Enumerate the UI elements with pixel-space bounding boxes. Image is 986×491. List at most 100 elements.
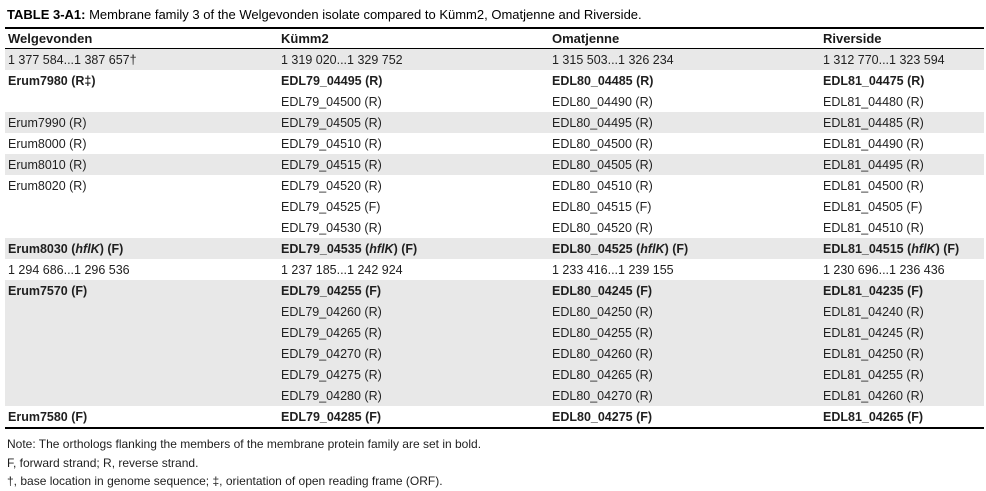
position-range-cell: 1 230 696...1 236 436 — [823, 262, 945, 277]
gene-id-cell — [5, 196, 278, 217]
table-row: Erum7980 (R‡) EDL79_04495 (R) EDL80_0448… — [5, 70, 984, 91]
gene-id-cell: EDL81_04490 (R) — [823, 136, 924, 151]
gene-id-cell: EDL80_04250 (R) — [549, 301, 820, 322]
header-row: Welgevonden Kümm2 Omatjenne Riverside — [5, 29, 984, 49]
table-caption-label: TABLE 3-A1: — [7, 7, 86, 22]
gene-id-cell: EDL81_04250 (R) — [820, 343, 984, 364]
note-line-dagger-symbols: †, base location in genome sequence; ‡, … — [7, 474, 443, 488]
gene-id-cell: EDL79_04255 (F) — [278, 280, 549, 301]
note-line-bold-explanation: Note: The orthologs flanking the members… — [7, 437, 482, 451]
gene-id-cell: Erum8020 (R) — [8, 178, 87, 193]
table-row: Erum7990 (R) EDL79_04505 (R) EDL80_04495… — [5, 112, 984, 133]
gene-id-cell: EDL81_04260 (R) — [820, 385, 984, 406]
gene-id-cell: EDL81_04245 (R) — [820, 322, 984, 343]
position-range-cell: 1 233 416...1 239 155 — [552, 262, 674, 277]
gene-id-cell: EDL79_04495 (R) — [281, 73, 383, 88]
gene-id-cell: EDL81_04500 (R) — [823, 178, 924, 193]
gene-id-cell: Erum7570 (F) — [5, 280, 278, 301]
gene-id-cell: Erum7980 (R‡) — [8, 73, 96, 88]
position-range-cell: 1 294 686...1 296 536 — [8, 262, 130, 277]
gene-id-cell: EDL79_04505 (R) — [278, 112, 549, 133]
gene-id-cell: EDL80_04500 (R) — [552, 136, 653, 151]
gene-id-cell: EDL80_04260 (R) — [549, 343, 820, 364]
gene-id-cell: EDL80_04275 (F) — [549, 406, 820, 429]
gene-id-cell: EDL79_04285 (F) — [278, 406, 549, 429]
gene-id-cell: EDL80_04510 (R) — [552, 178, 653, 193]
gene-id-cell: EDL80_04490 (R) — [552, 94, 653, 109]
gene-id-cell: EDL81_04495 (R) — [820, 154, 984, 175]
gene-id-cell: EDL80_04265 (R) — [549, 364, 820, 385]
table-row: EDL79_04280 (R) EDL80_04270 (R) EDL81_04… — [5, 385, 984, 406]
gene-id-cell — [5, 343, 278, 364]
gene-id-cell: EDL79_04530 (R) — [281, 220, 382, 235]
gene-id-cell: EDL79_04275 (R) — [278, 364, 549, 385]
gene-id-cell: EDL79_04515 (R) — [278, 154, 549, 175]
gene-id-cell: EDL81_04485 (R) — [820, 112, 984, 133]
gene-id-cell: EDL80_04505 (R) — [549, 154, 820, 175]
position-range-cell: 1 237 185...1 242 924 — [281, 262, 403, 277]
column-header-riverside: Riverside — [820, 29, 984, 49]
gene-id-cell: Erum8030 (hflK) (F) — [5, 238, 278, 259]
position-range-cell: 1 312 770...1 323 594 — [820, 48, 984, 70]
column-header-omatjenne: Omatjenne — [549, 29, 820, 49]
table-row: EDL79_04275 (R) EDL80_04265 (R) EDL81_04… — [5, 364, 984, 385]
column-header-welgevonden: Welgevonden — [5, 29, 278, 49]
table-row: Erum8000 (R) EDL79_04510 (R) EDL80_04500… — [5, 133, 984, 154]
table-row: EDL79_04530 (R) EDL80_04520 (R) EDL81_04… — [5, 217, 984, 238]
table-row: EDL79_04270 (R) EDL80_04260 (R) EDL81_04… — [5, 343, 984, 364]
gene-id-cell: EDL80_04495 (R) — [549, 112, 820, 133]
table-row: EDL79_04260 (R) EDL80_04250 (R) EDL81_04… — [5, 301, 984, 322]
table-row: Erum8010 (R) EDL79_04515 (R) EDL80_04505… — [5, 154, 984, 175]
gene-id-cell — [5, 322, 278, 343]
gene-id-cell: EDL81_04240 (R) — [820, 301, 984, 322]
gene-id-cell: EDL80_04245 (F) — [549, 280, 820, 301]
ortholog-comparison-table: Welgevonden Kümm2 Omatjenne Riverside 1 … — [5, 29, 984, 429]
gene-id-cell: EDL79_04270 (R) — [278, 343, 549, 364]
gene-id-cell: EDL79_04260 (R) — [278, 301, 549, 322]
table-row: Erum7580 (F) EDL79_04285 (F) EDL80_04275… — [5, 406, 984, 429]
gene-id-cell: EDL80_04525 (hflK) (F) — [549, 238, 820, 259]
gene-id-cell: EDL81_04510 (R) — [823, 220, 924, 235]
gene-id-cell: Erum7580 (F) — [5, 406, 278, 429]
table-row: Erum7570 (F) EDL79_04255 (F) EDL80_04245… — [5, 280, 984, 301]
table-row-hflk: Erum8030 (hflK) (F) EDL79_04535 (hflK) (… — [5, 238, 984, 259]
gene-id-cell: EDL80_04520 (R) — [552, 220, 653, 235]
table-caption-text: Membrane family 3 of the Welgevonden iso… — [85, 7, 642, 22]
gene-id-cell: EDL81_04505 (F) — [823, 199, 923, 214]
gene-id-cell — [5, 364, 278, 385]
paper-table-page: TABLE 3-A1: Membrane family 3 of the Wel… — [5, 0, 984, 491]
table-caption: TABLE 3-A1: Membrane family 3 of the Wel… — [5, 4, 984, 29]
table-notes: Note: The orthologs flanking the members… — [5, 429, 984, 491]
gene-id-cell — [5, 217, 278, 238]
gene-id-cell: EDL81_04515 (hflK) (F) — [820, 238, 984, 259]
table-row: 1 294 686...1 296 536 1 237 185...1 242 … — [5, 259, 984, 280]
table-row: Erum8020 (R) EDL79_04520 (R) EDL80_04510… — [5, 175, 984, 196]
gene-id-cell: EDL81_04255 (R) — [820, 364, 984, 385]
gene-id-cell: EDL79_04280 (R) — [278, 385, 549, 406]
note-line-strand-abbreviations: F, forward strand; R, reverse strand. — [7, 455, 199, 470]
gene-id-cell: Erum8000 (R) — [8, 136, 87, 151]
gene-id-cell: Erum7990 (R) — [5, 112, 278, 133]
gene-id-cell: EDL79_04500 (R) — [281, 94, 382, 109]
table-row: EDL79_04265 (R) EDL80_04255 (R) EDL81_04… — [5, 322, 984, 343]
gene-id-cell: EDL80_04255 (R) — [549, 322, 820, 343]
gene-id-cell: EDL79_04265 (R) — [278, 322, 549, 343]
column-header-kumm2: Kümm2 — [278, 29, 549, 49]
gene-id-cell — [5, 91, 278, 112]
gene-id-cell: EDL79_04520 (R) — [281, 178, 382, 193]
position-range-cell: 1 377 584...1 387 657† — [5, 48, 278, 70]
gene-id-cell: EDL79_04535 (hflK) (F) — [278, 238, 549, 259]
gene-id-cell: EDL80_04515 (F) — [552, 199, 652, 214]
gene-id-cell: EDL80_04270 (R) — [549, 385, 820, 406]
gene-id-cell: EDL81_04480 (R) — [823, 94, 924, 109]
gene-id-cell: EDL81_04235 (F) — [820, 280, 984, 301]
gene-id-cell: EDL81_04475 (R) — [823, 73, 925, 88]
table-row: 1 377 584...1 387 657† 1 319 020...1 329… — [5, 48, 984, 70]
gene-id-cell: EDL79_04525 (F) — [281, 199, 381, 214]
position-range-cell: 1 315 503...1 326 234 — [549, 48, 820, 70]
table-row: EDL79_04500 (R) EDL80_04490 (R) EDL81_04… — [5, 91, 984, 112]
position-range-cell: 1 319 020...1 329 752 — [278, 48, 549, 70]
gene-id-cell: EDL79_04510 (R) — [281, 136, 382, 151]
gene-id-cell — [5, 385, 278, 406]
gene-id-cell — [5, 301, 278, 322]
